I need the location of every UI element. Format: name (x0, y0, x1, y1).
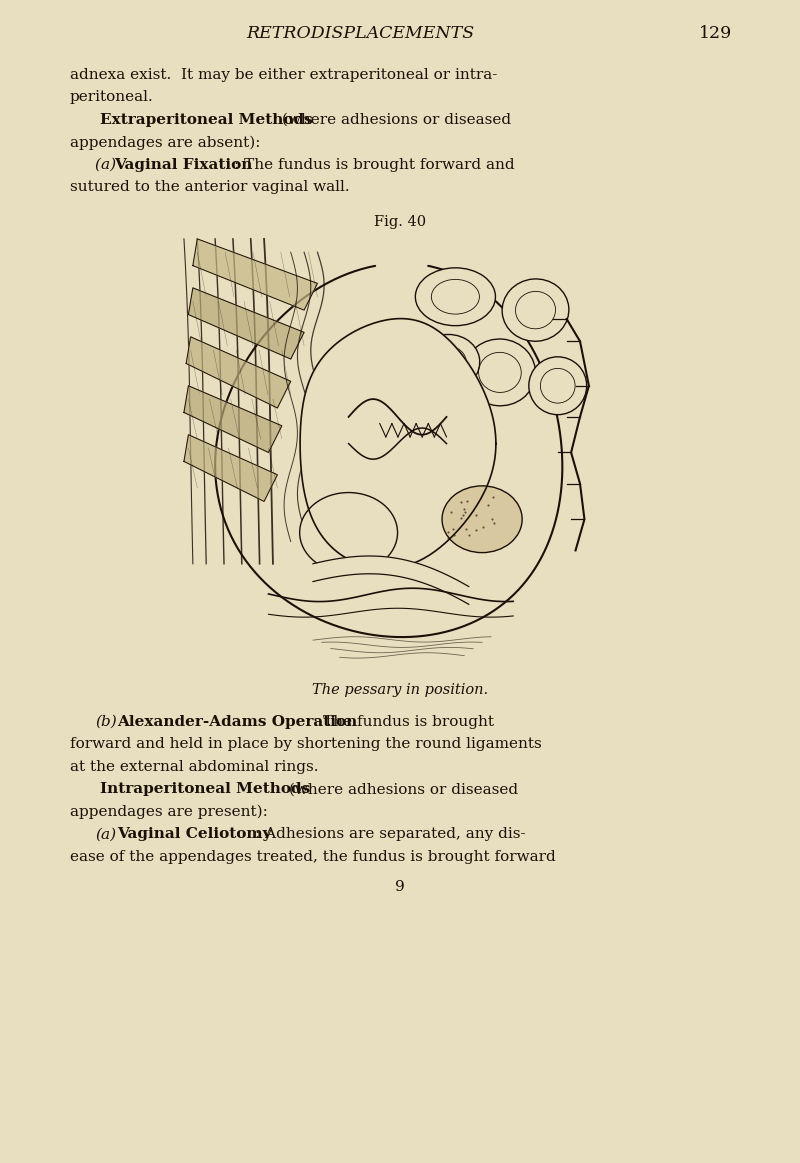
Ellipse shape (415, 267, 495, 326)
Ellipse shape (529, 357, 586, 415)
Polygon shape (186, 337, 290, 408)
Text: adnexa exist.  It may be either extraperitoneal or intra-: adnexa exist. It may be either extraperi… (70, 67, 498, 83)
Polygon shape (189, 288, 304, 359)
Text: forward and held in place by shortening the round ligaments: forward and held in place by shortening … (70, 737, 542, 751)
Text: Extraperitoneal Methods: Extraperitoneal Methods (100, 113, 313, 127)
Text: (​a​): (​a​) (95, 158, 121, 172)
Text: Vaginal Fixation: Vaginal Fixation (114, 158, 253, 172)
Text: ease of the appendages treated, the fundus is brought forward: ease of the appendages treated, the fund… (70, 850, 556, 864)
Text: Alexander-Adams Operation: Alexander-Adams Operation (117, 715, 358, 729)
Text: Vaginal Celiotomy: Vaginal Celiotomy (117, 828, 271, 842)
Text: : Adhesions are separated, any dis-: : Adhesions are separated, any dis- (255, 828, 526, 842)
Polygon shape (193, 238, 318, 311)
Ellipse shape (414, 335, 480, 393)
Text: : The fundus is brought forward and: : The fundus is brought forward and (234, 158, 515, 172)
Text: appendages are absent):: appendages are absent): (70, 136, 261, 150)
Text: (where adhesions or diseased: (where adhesions or diseased (277, 113, 511, 127)
Ellipse shape (442, 486, 522, 552)
Polygon shape (300, 319, 496, 569)
Text: sutured to the anterior vaginal wall.: sutured to the anterior vaginal wall. (70, 180, 350, 194)
Ellipse shape (502, 279, 569, 341)
Text: The pessary in position.: The pessary in position. (312, 683, 488, 697)
Text: (a): (a) (95, 828, 116, 842)
Ellipse shape (464, 338, 535, 406)
Text: appendages are present):: appendages are present): (70, 805, 268, 820)
Text: (b): (b) (95, 715, 117, 729)
Text: 9: 9 (395, 880, 405, 894)
Polygon shape (184, 435, 278, 501)
Text: peritoneal.: peritoneal. (70, 91, 154, 105)
Text: : The fundus is brought: : The fundus is brought (313, 715, 494, 729)
Text: Fig. 40: Fig. 40 (374, 215, 426, 229)
Text: 129: 129 (698, 24, 732, 42)
Text: Intraperitoneal Methods: Intraperitoneal Methods (100, 783, 310, 797)
Text: RETRODISPLACEMENTS: RETRODISPLACEMENTS (246, 24, 474, 42)
Text: (where adhesions or diseased: (where adhesions or diseased (284, 783, 518, 797)
Text: at the external abdominal rings.: at the external abdominal rings. (70, 759, 318, 775)
Ellipse shape (300, 493, 398, 572)
Polygon shape (184, 386, 282, 452)
